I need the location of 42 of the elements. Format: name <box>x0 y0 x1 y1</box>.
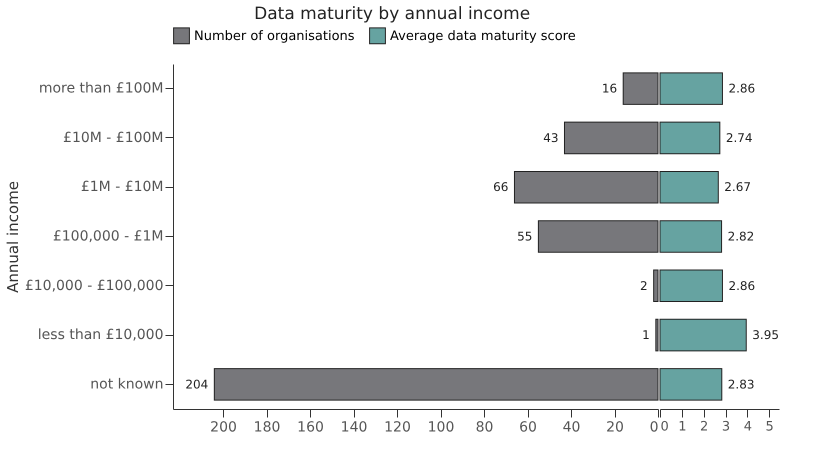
data-label: 1 <box>642 328 650 342</box>
data-label: 204 <box>185 377 208 392</box>
data-label: 2.67 <box>724 180 752 194</box>
x-tick-label: 3 <box>722 420 730 434</box>
y-tick-label: more than £100M <box>38 80 164 97</box>
data-label: 2 <box>640 278 648 293</box>
data-label: 66 <box>493 180 508 194</box>
x-tick-label: 60 <box>519 420 537 436</box>
x-tick-label: 4 <box>744 420 752 434</box>
x-tick-label: 5 <box>766 420 774 434</box>
y-tick-label: £100,000 - £1M <box>52 228 164 244</box>
x-tick-label: 160 <box>297 420 324 436</box>
y-tick-label: £10,000 - £100,000 <box>24 278 164 294</box>
data-label: 2.82 <box>728 230 754 244</box>
y-tick-label: £1M - £10M <box>80 179 164 196</box>
y-axis-title: Annual income <box>4 181 22 293</box>
data-label: 2.74 <box>726 130 753 145</box>
x-tick-label: 1 <box>678 420 686 434</box>
data-label: 2.86 <box>728 82 756 96</box>
chart-title: Data maturity by annual income <box>254 4 530 24</box>
data-label: 3.95 <box>752 328 779 342</box>
data-label: 55 <box>517 230 532 244</box>
legend-label: Number of organisations <box>194 28 355 44</box>
x-tick-label: 140 <box>340 420 368 436</box>
y-tick-label: £10M - £100M <box>63 130 164 146</box>
data-label: 2.86 <box>728 278 756 293</box>
x-tick-label: 120 <box>384 420 411 436</box>
y-tick-label: not known <box>90 376 164 392</box>
data-label: 16 <box>602 82 618 96</box>
x-tick-label: 40 <box>562 420 580 436</box>
legend-label: Average data maturity score <box>390 28 576 44</box>
x-tick-label: 200 <box>210 420 237 436</box>
data-label: 2.83 <box>728 377 755 392</box>
x-tick-label: 20 <box>606 420 624 436</box>
x-tick-label: 100 <box>428 420 454 436</box>
x-tick-label: 80 <box>476 420 494 436</box>
x-tick-label: 2 <box>700 420 708 434</box>
y-tick-label: less than £10,000 <box>38 327 164 344</box>
data-label: 43 <box>543 130 558 145</box>
x-tick-label: 0 <box>660 420 669 434</box>
x-tick-label: 180 <box>254 420 280 436</box>
x-tick-label: 0 <box>650 420 658 436</box>
